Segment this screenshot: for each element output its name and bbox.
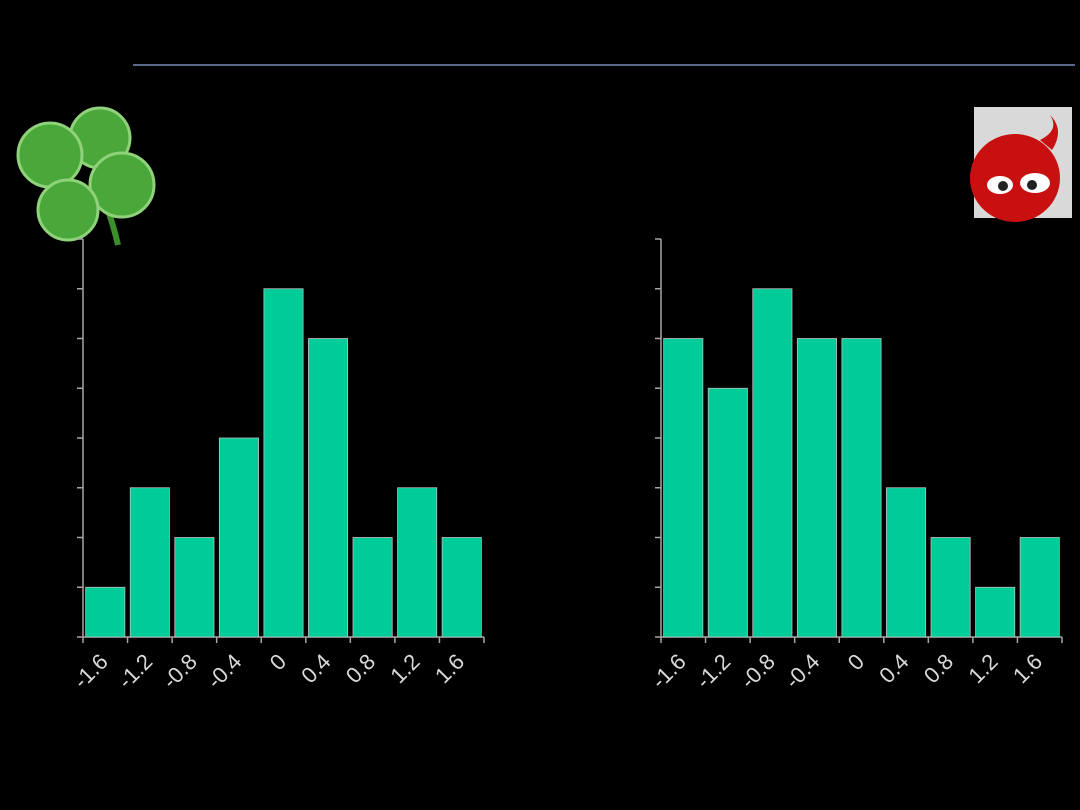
bar (441, 537, 482, 638)
bar (352, 537, 393, 638)
bar (218, 437, 259, 638)
bar (129, 487, 170, 638)
bar (663, 338, 704, 638)
bar (263, 288, 304, 638)
bar (886, 487, 927, 638)
bar (752, 288, 793, 638)
devil-icon (970, 107, 1072, 222)
clover-icon (16, 106, 156, 246)
bar (707, 387, 748, 638)
bar (397, 487, 438, 638)
bar (174, 537, 215, 638)
bar (796, 338, 837, 638)
bar (930, 537, 971, 638)
bar (85, 586, 126, 638)
bar (308, 338, 349, 638)
bar (1019, 537, 1060, 638)
bar (841, 338, 882, 638)
bar (975, 586, 1016, 638)
